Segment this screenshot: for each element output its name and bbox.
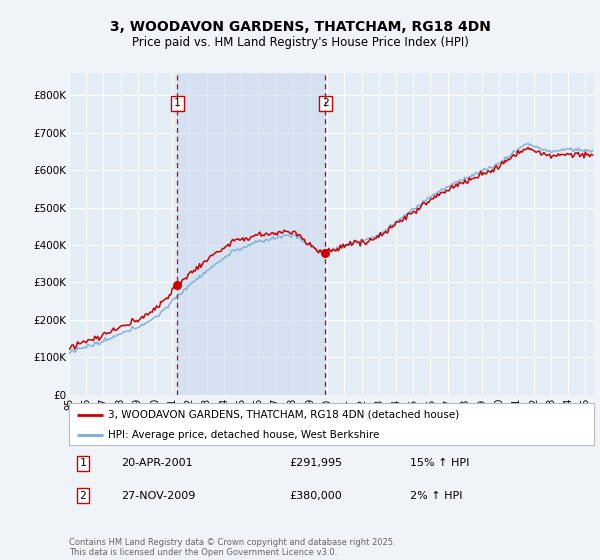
Text: 3, WOODAVON GARDENS, THATCHAM, RG18 4DN (detached house): 3, WOODAVON GARDENS, THATCHAM, RG18 4DN … — [109, 410, 460, 420]
Text: 1: 1 — [79, 459, 86, 469]
Text: £291,995: £291,995 — [290, 459, 343, 469]
Text: 3, WOODAVON GARDENS, THATCHAM, RG18 4DN: 3, WOODAVON GARDENS, THATCHAM, RG18 4DN — [110, 20, 490, 34]
Text: £380,000: £380,000 — [290, 491, 342, 501]
Text: 2% ↑ HPI: 2% ↑ HPI — [410, 491, 463, 501]
Text: 27-NOV-2009: 27-NOV-2009 — [121, 491, 196, 501]
Point — [173, 281, 182, 290]
Text: 2: 2 — [322, 99, 329, 109]
Bar — [178, 73, 325, 395]
Text: 20-APR-2001: 20-APR-2001 — [121, 459, 193, 469]
Text: Price paid vs. HM Land Registry's House Price Index (HPI): Price paid vs. HM Land Registry's House … — [131, 36, 469, 49]
Text: Contains HM Land Registry data © Crown copyright and database right 2025.
This d: Contains HM Land Registry data © Crown c… — [69, 538, 395, 557]
Text: 2: 2 — [79, 491, 86, 501]
Text: 1: 1 — [174, 99, 181, 109]
Text: 15% ↑ HPI: 15% ↑ HPI — [410, 459, 470, 469]
Point — [320, 248, 330, 257]
Text: HPI: Average price, detached house, West Berkshire: HPI: Average price, detached house, West… — [109, 430, 380, 440]
